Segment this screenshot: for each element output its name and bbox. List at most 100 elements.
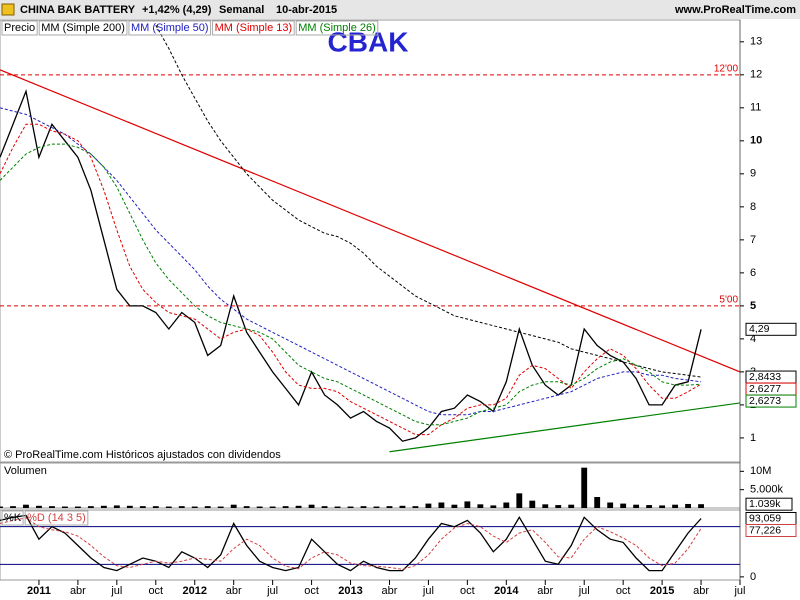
x-tick-label: jul (110, 585, 122, 597)
symbol-watermark: CBAK (328, 26, 409, 57)
chart-title: CHINA BAK BATTERY (20, 4, 136, 16)
x-tick-label: 2011 (27, 585, 51, 597)
flag-icon[interactable] (1, 3, 15, 16)
volume-bar (230, 504, 237, 508)
volume-bar (672, 504, 679, 508)
last-value-label: 93,059 (749, 512, 781, 524)
volume-bar (0, 506, 3, 508)
last-value-label: 2,6273 (749, 395, 781, 407)
plot-area (0, 25, 740, 453)
volume-bar (61, 506, 68, 508)
volume-bar (633, 504, 640, 508)
legend-entry: Precio (4, 22, 35, 34)
y-tick-label: 1 (750, 432, 756, 444)
volume-bar (152, 506, 159, 508)
y-tick-label: 4 (750, 333, 756, 345)
y-tick-label: 5.000k (750, 484, 784, 496)
volume-bar (581, 467, 588, 508)
volume-bar (295, 505, 302, 508)
header-bar (0, 0, 800, 19)
legend-box (295, 20, 379, 36)
volume-bar (555, 505, 562, 508)
x-tick-label: 2013 (338, 585, 362, 597)
x-tick-label: oct (148, 585, 163, 597)
legend-entry: MM (Simple 50) (131, 22, 209, 34)
last-value-label: 2,6277 (749, 383, 781, 395)
x-tick-label: 2014 (494, 585, 519, 597)
x-tick-label: 2012 (182, 585, 206, 597)
volume-bar (282, 506, 289, 508)
y-tick-label: 7 (750, 234, 756, 246)
legend-entry: %K (4, 512, 22, 524)
legend-box (38, 20, 128, 36)
y-tick-label: 12 (750, 69, 762, 81)
volume-bar (516, 493, 523, 508)
x-tick-label: jul (266, 585, 278, 597)
last-value-box (745, 497, 793, 511)
series-line (0, 107, 702, 416)
last-value-label: 4,29 (749, 323, 770, 335)
x-tick-label: abr (382, 585, 398, 597)
volume-bar (139, 506, 146, 508)
volume-bar (243, 506, 250, 508)
volume-bar (204, 506, 211, 508)
x-tick-label: oct (460, 585, 475, 597)
volume-bar (438, 502, 445, 508)
level-label: 5'00 (719, 295, 738, 306)
volume-title: Volumen (4, 465, 47, 477)
x-tick-label: oct (304, 585, 319, 597)
y-tick-label: 0 (750, 571, 756, 583)
y-tick-label: 10M (750, 465, 771, 477)
volume-bar (321, 506, 328, 508)
series-line (0, 514, 702, 572)
last-value-box (745, 322, 797, 336)
volume-bar (477, 504, 484, 508)
legend-box (24, 510, 89, 526)
y-tick-label: 11 (750, 102, 761, 114)
legend-entry: MM (Simple 200) (41, 22, 125, 34)
volume-bar (217, 506, 224, 508)
legend-entry: %D (14 3 5) (27, 512, 86, 524)
plot-area (0, 467, 704, 508)
x-tick-label: abr (537, 585, 553, 597)
legend-box (1, 20, 38, 36)
last-value-box (745, 394, 797, 408)
x-tick-label: oct (616, 585, 631, 597)
plot-area (0, 514, 740, 572)
volume-bar (178, 506, 185, 508)
volume-bar (373, 506, 380, 508)
last-value-label: 77,226 (749, 524, 781, 536)
volume-bar (360, 506, 367, 508)
y-tick-label: 6 (750, 267, 756, 279)
legend-entry: MM (Simple 26) (298, 22, 376, 34)
series-line (0, 123, 702, 436)
legend-box (128, 20, 212, 36)
volume-bar (490, 505, 497, 508)
volume-bar (659, 505, 666, 508)
x-tick-label: jul (422, 585, 434, 597)
volume-bar (399, 505, 406, 508)
volume-bar (191, 506, 198, 508)
level-label: 12'00 (714, 63, 739, 74)
legend-entry: MM (Simple 13) (215, 22, 293, 34)
volume-bar (334, 506, 341, 508)
volume-bar (74, 506, 81, 508)
volume-bar (23, 504, 29, 508)
volume-bar (113, 505, 120, 508)
period: Semanal (219, 4, 264, 16)
y-tick-label: 9 (750, 168, 756, 180)
price-panel (0, 19, 741, 463)
x-tick-label: abr (70, 585, 86, 597)
volume-bar (607, 502, 614, 508)
series-line (0, 88, 702, 442)
y-tick-label: 5 (750, 300, 756, 312)
volume-bar (87, 506, 94, 508)
volume-bar (451, 504, 458, 508)
y-tick-label: 10 (750, 135, 762, 147)
x-tick-label: jul (733, 585, 745, 597)
legend-box (212, 20, 295, 36)
last-value-label: 2,8433 (749, 371, 781, 383)
volume-panel (0, 462, 741, 509)
series-line (0, 517, 702, 570)
footer: © ProRealTime.com Históricos ajustados c… (4, 449, 281, 461)
